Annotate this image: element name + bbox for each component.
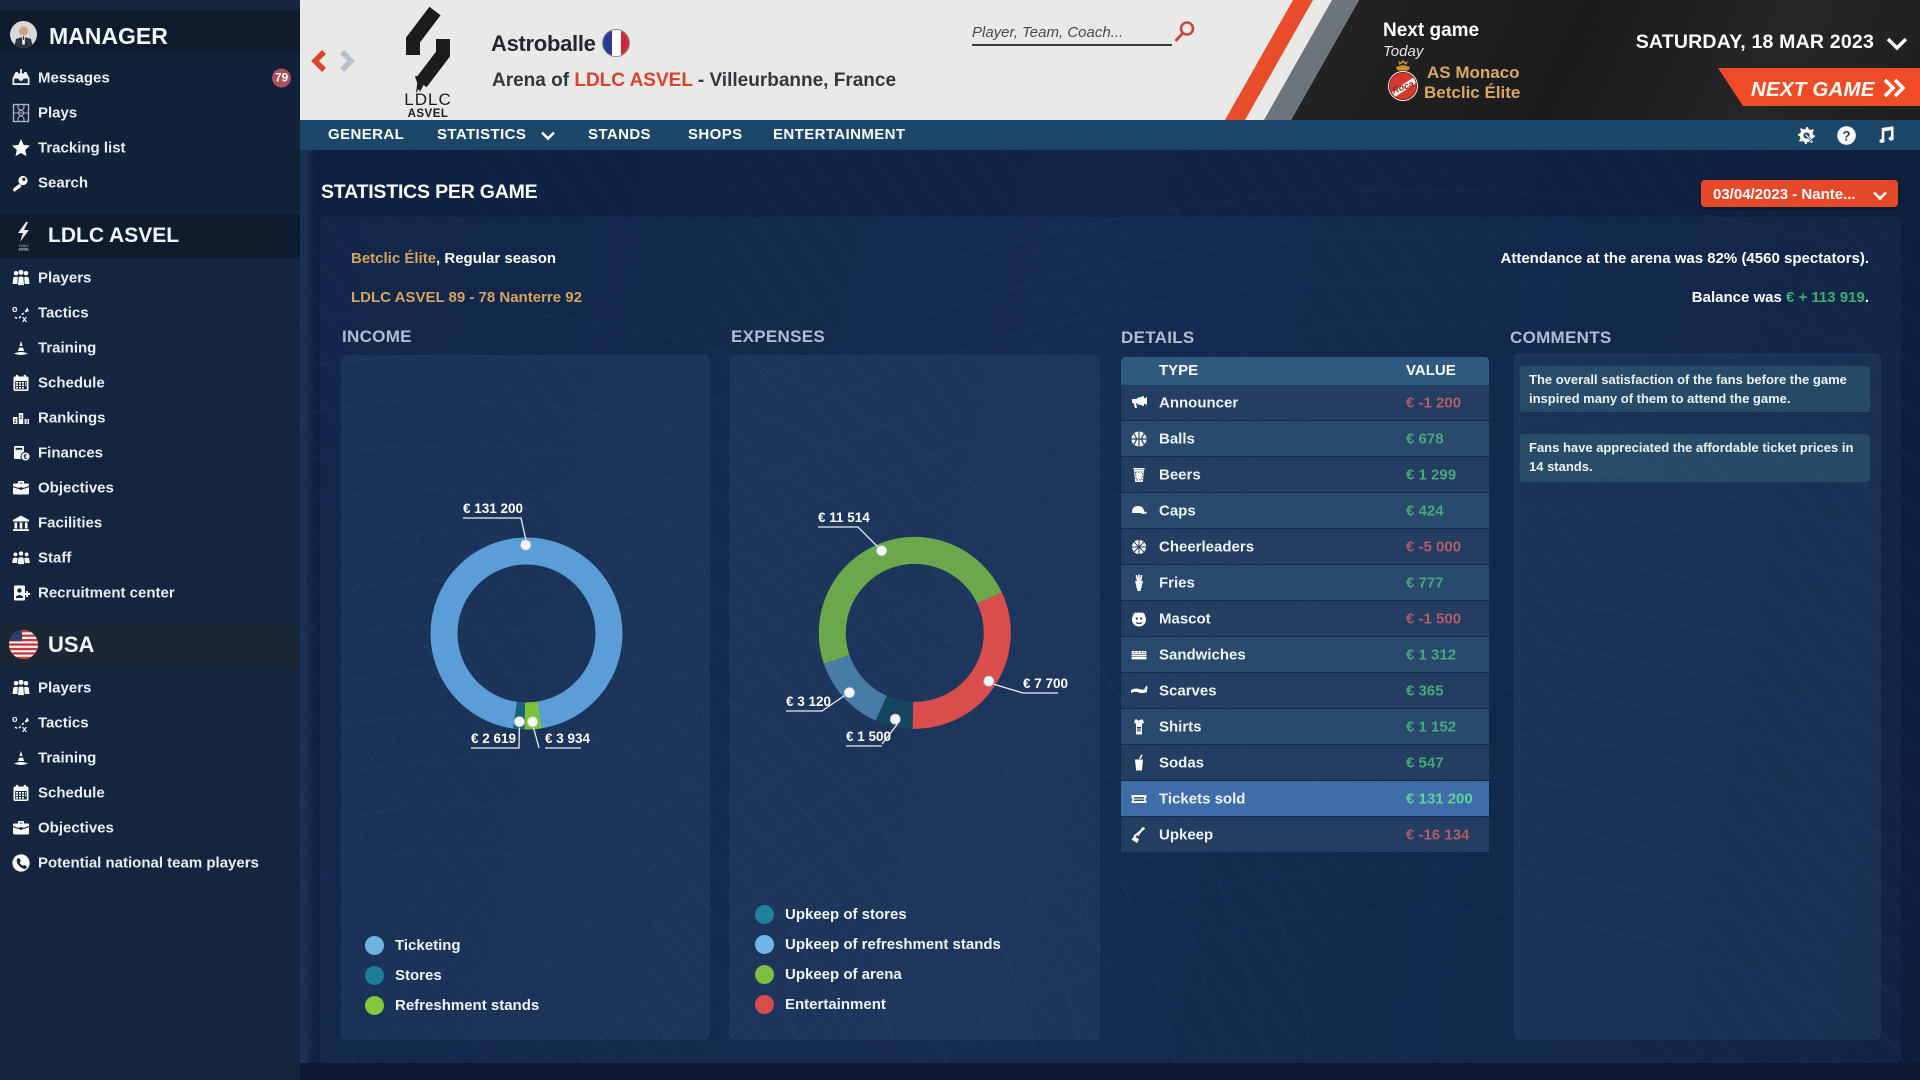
svg-text:€ 1 500: € 1 500 xyxy=(846,729,891,744)
svg-text:?: ? xyxy=(1842,128,1850,143)
svg-text:€ 131 200: € 131 200 xyxy=(463,501,523,516)
svg-text:€ 3 120: € 3 120 xyxy=(786,694,831,709)
svg-text:x: x xyxy=(22,314,27,323)
svg-text:1: 1 xyxy=(20,415,23,421)
svg-text:3: 3 xyxy=(25,419,28,425)
svg-text:ASVEL: ASVEL xyxy=(408,108,449,118)
svg-text:o: o xyxy=(12,304,18,314)
svg-text:o: o xyxy=(12,714,18,724)
svg-text:LDLC: LDLC xyxy=(404,90,451,109)
svg-text:LDLC: LDLC xyxy=(19,244,29,248)
svg-text:€ 7 700: € 7 700 xyxy=(1023,676,1068,691)
svg-text:2: 2 xyxy=(14,418,17,424)
svg-text:€ 11 514: € 11 514 xyxy=(818,510,870,525)
svg-text:€ 2 619: € 2 619 xyxy=(471,731,516,746)
svg-text:x: x xyxy=(22,724,27,733)
svg-text:ASVEL: ASVEL xyxy=(19,248,30,251)
svg-text:16: 16 xyxy=(1137,727,1141,731)
svg-text:€ 3 934: € 3 934 xyxy=(545,731,591,746)
svg-text:€: € xyxy=(24,454,28,461)
